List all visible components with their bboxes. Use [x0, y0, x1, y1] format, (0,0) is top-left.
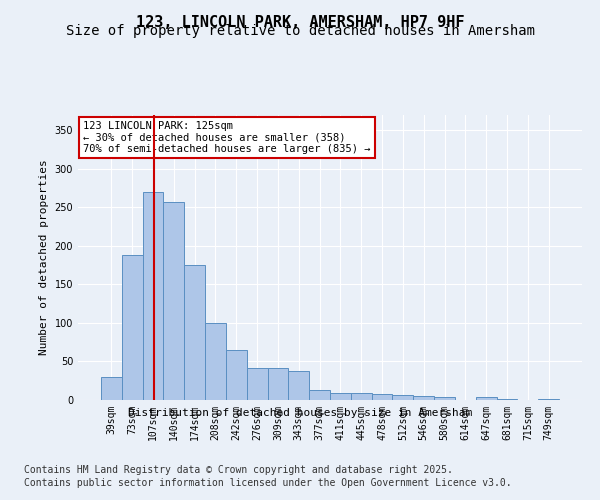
Bar: [497, 399, 517, 400]
Bar: [351, 393, 371, 400]
Bar: [163, 202, 184, 400]
Bar: [143, 192, 163, 400]
Bar: [330, 393, 351, 400]
Y-axis label: Number of detached properties: Number of detached properties: [39, 160, 49, 356]
Bar: [413, 396, 434, 400]
Text: Size of property relative to detached houses in Amersham: Size of property relative to detached ho…: [65, 24, 535, 38]
Bar: [184, 265, 205, 400]
Bar: [122, 255, 143, 400]
Bar: [309, 390, 330, 400]
Text: 123, LINCOLN PARK, AMERSHAM, HP7 9HF: 123, LINCOLN PARK, AMERSHAM, HP7 9HF: [136, 15, 464, 30]
Bar: [289, 370, 309, 400]
Bar: [268, 368, 289, 400]
Bar: [476, 397, 497, 400]
Text: Contains public sector information licensed under the Open Government Licence v3: Contains public sector information licen…: [24, 478, 512, 488]
Bar: [371, 394, 392, 400]
Bar: [392, 394, 413, 400]
Text: 123 LINCOLN PARK: 125sqm
← 30% of detached houses are smaller (358)
70% of semi-: 123 LINCOLN PARK: 125sqm ← 30% of detach…: [83, 120, 371, 154]
Bar: [434, 397, 455, 400]
Text: Distribution of detached houses by size in Amersham: Distribution of detached houses by size …: [128, 408, 472, 418]
Text: Contains HM Land Registry data © Crown copyright and database right 2025.: Contains HM Land Registry data © Crown c…: [24, 465, 453, 475]
Bar: [226, 350, 247, 400]
Bar: [538, 399, 559, 400]
Bar: [101, 377, 122, 400]
Bar: [247, 368, 268, 400]
Bar: [205, 323, 226, 400]
